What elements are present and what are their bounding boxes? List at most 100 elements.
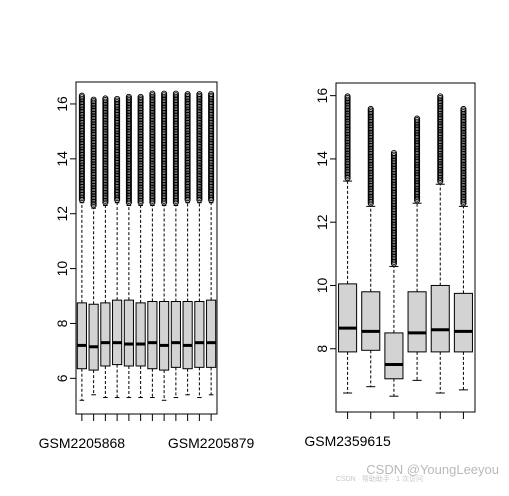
y-tick-label: 10	[54, 261, 70, 277]
y-tick-label: 10	[314, 277, 330, 293]
outlier-point	[414, 115, 421, 122]
y-tick-label: 14	[54, 151, 70, 167]
box-6	[453, 105, 473, 419]
box-iqr	[338, 283, 358, 353]
outlier-point	[172, 90, 179, 97]
outlier-point	[137, 97, 144, 104]
box-3	[100, 95, 111, 421]
outlier-point	[125, 95, 132, 102]
outlier-point	[161, 90, 168, 97]
outlier-point	[367, 109, 374, 116]
outlier-point	[102, 95, 109, 102]
outlier-point	[344, 95, 351, 102]
box-8	[159, 90, 170, 421]
watermark-subtext: CSDN · 帮助助手 · 1 次访问	[335, 476, 423, 483]
box-iqr	[384, 332, 404, 380]
y-tick-label: 16	[314, 88, 330, 104]
outlier-point	[208, 92, 215, 99]
box-9	[170, 90, 181, 421]
outlier-point	[149, 90, 156, 97]
outlier-point	[102, 98, 109, 105]
y-tick-label: 6	[54, 374, 70, 382]
y-tick-label: 12	[314, 214, 330, 230]
box-10	[182, 91, 193, 421]
box-7	[147, 90, 158, 421]
box-2	[88, 96, 99, 421]
box-iqr	[76, 302, 87, 370]
outlier-point	[367, 107, 374, 114]
outlier-point	[172, 93, 179, 100]
outlier-point	[460, 105, 467, 113]
outlier-point	[414, 117, 421, 124]
outlier-point	[125, 93, 132, 100]
panel-1: 6 8 10 12 14 16 GSM2205868 GSM2205879	[39, 81, 255, 451]
outlier-point	[172, 92, 179, 99]
outlier-point	[78, 94, 85, 101]
outlier-point	[208, 91, 215, 98]
box-3	[384, 150, 404, 419]
outlier-point	[149, 93, 156, 100]
outlier-point	[437, 93, 444, 100]
outlier-point	[460, 107, 467, 114]
outlier-point	[196, 94, 203, 101]
box-1	[338, 93, 358, 419]
x-tick-label: GSM2205868	[39, 435, 126, 451]
plot-frame	[75, 81, 218, 415]
x-tick-label: GSM2359615	[304, 433, 391, 449]
outlier-point	[90, 99, 97, 106]
x-tick-label: GSM2205879	[168, 435, 255, 451]
box-11	[194, 91, 205, 421]
box-6	[135, 93, 146, 421]
outlier-point	[78, 95, 85, 102]
box-iqr	[159, 301, 170, 371]
plot-frame	[335, 82, 476, 413]
box-iqr	[170, 301, 181, 368]
box-iqr	[430, 284, 450, 353]
outlier-point	[102, 97, 109, 104]
box-iqr	[206, 299, 217, 368]
outlier-point	[196, 92, 203, 99]
outlier-point	[208, 94, 215, 101]
box-iqr	[135, 302, 146, 367]
y-tick-label: 8	[314, 345, 330, 353]
box-iqr	[100, 302, 111, 367]
y-tick-label: 12	[54, 206, 70, 222]
outlier-point	[460, 109, 467, 116]
outlier-point	[390, 151, 397, 158]
box-iqr	[112, 299, 123, 366]
box-iqr	[88, 303, 99, 371]
box-iqr	[407, 291, 427, 353]
outlier-point	[114, 99, 121, 106]
outlier-point	[196, 91, 203, 98]
outlier-point	[78, 92, 85, 99]
outlier-point	[184, 91, 191, 98]
box-iqr	[123, 299, 134, 367]
outlier-point	[149, 92, 156, 99]
outlier-point	[437, 94, 444, 102]
panel-2: 8 10 12 14 16 GSM2359615	[304, 82, 476, 449]
box-iqr	[361, 291, 381, 351]
box-1	[76, 92, 87, 421]
box-2	[361, 105, 381, 419]
outlier-point	[161, 92, 168, 99]
outlier-point	[137, 93, 144, 100]
outlier-point	[390, 153, 397, 160]
box-5	[123, 93, 134, 421]
watermark-text: CSDN @YoungLeeyou	[366, 462, 499, 477]
outlier-point	[137, 95, 144, 102]
box-iqr	[194, 301, 205, 368]
y-tick-label: 14	[314, 151, 330, 167]
outlier-point	[184, 94, 191, 101]
outlier-point	[90, 98, 97, 105]
outlier-point	[125, 97, 132, 104]
outlier-point	[344, 93, 351, 100]
outlier-point	[367, 105, 374, 113]
outlier-point	[437, 96, 444, 103]
outlier-point	[184, 92, 191, 99]
box-iqr	[182, 301, 193, 370]
box-5	[430, 93, 450, 419]
box-4	[112, 95, 123, 421]
window-top-edge	[0, 0, 509, 8]
